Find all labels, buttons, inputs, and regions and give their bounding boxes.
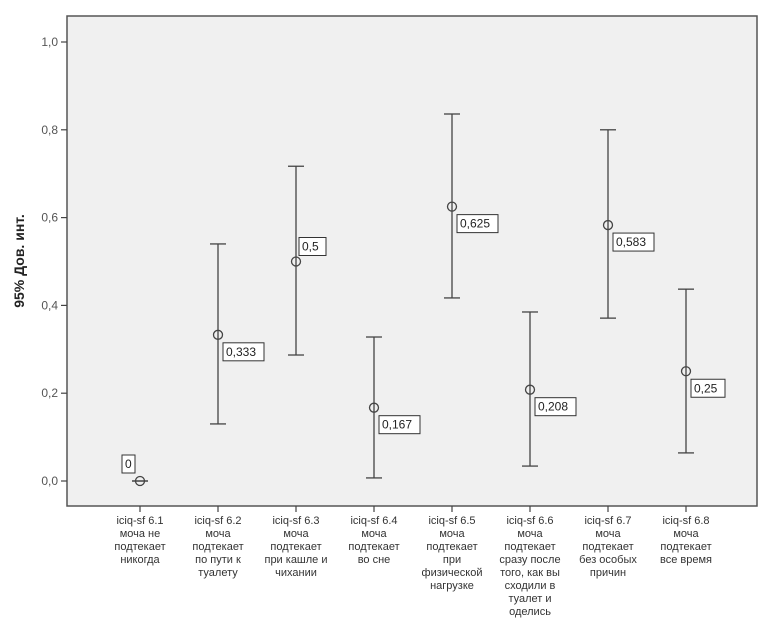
mean-point xyxy=(680,366,692,377)
data-label-box xyxy=(690,378,726,398)
x-tick-label-line: при xyxy=(443,554,461,566)
x-tick-label-line: моча xyxy=(673,528,699,540)
data-label-box xyxy=(534,397,577,417)
data-label: 0,25 xyxy=(694,381,718,395)
data-label-box xyxy=(298,237,327,256)
x-tick-label-line: того, как вы xyxy=(500,567,560,579)
y-axis-label: 95% Дов. инт. xyxy=(11,214,27,308)
x-tick-label-line: моча xyxy=(439,528,465,540)
x-tick-label: iciq-sf 6.5 моча подтекает при физической наг… xyxy=(422,515,483,592)
x-tick-label-line: iciq-sf 6.4 xyxy=(350,515,397,527)
x-tick-label-line: iciq-sf 6.5 xyxy=(428,515,475,527)
x-tick-label-line: по пути к xyxy=(195,554,241,566)
x-tick-label-line: моча xyxy=(595,528,621,540)
x-tick-label-line: iciq-sf 6.1 xyxy=(116,515,163,527)
x-tick-label-line: моча xyxy=(361,528,387,540)
x-tick-label-line: iciq-sf 6.7 xyxy=(584,515,631,527)
data-label: 0 xyxy=(125,457,132,471)
data-label: 0,208 xyxy=(538,400,568,414)
data-label-box xyxy=(456,214,499,234)
x-tick-label: iciq-sf 6.7 моча подтекает без особых причин xyxy=(579,515,637,579)
x-tick-label-line: сразу после xyxy=(499,554,560,566)
x-tick-label-line: оделись xyxy=(509,606,551,618)
mean-point xyxy=(290,256,302,267)
x-tick-label-line: нагрузке xyxy=(430,580,474,592)
x-tick-label-line: моча xyxy=(283,528,309,540)
x-tick-label-line: iciq-sf 6.3 xyxy=(272,515,319,527)
x-tick-label-line: все время xyxy=(660,554,712,566)
x-tick-label: iciq-sf 6.8 моча подтекает все время xyxy=(660,515,712,566)
x-tick-label-line: чихании xyxy=(275,567,317,579)
mean-point xyxy=(212,329,224,340)
x-tick-label-line: подтекает xyxy=(270,541,321,553)
x-tick-label: iciq-sf 6.1 моча не подтекает никогда xyxy=(114,515,165,566)
mean-point xyxy=(446,201,458,212)
x-tick-label-line: туалет и xyxy=(508,593,551,605)
x-tick-label: iciq-sf 6.2 моча подтекает по пути к туалету xyxy=(192,515,243,579)
x-tick-label-line: подтекает xyxy=(660,541,711,553)
x-tick-label-line: туалету xyxy=(198,567,238,579)
data-label-box xyxy=(378,415,421,435)
x-tick-label-line: физической xyxy=(422,567,483,579)
x-tick-label: iciq-sf 6.6 моча подтекает сразу после того,… xyxy=(499,515,560,618)
x-tick-label-line: подтекает xyxy=(504,541,555,553)
data-label-box xyxy=(121,454,136,474)
data-label: 0,167 xyxy=(382,418,412,432)
x-tick-label-line: iciq-sf 6.8 xyxy=(662,515,709,527)
data-label-box xyxy=(612,232,655,252)
mean-point xyxy=(368,402,380,413)
x-tick-label-line: подтекает xyxy=(192,541,243,553)
mean-point xyxy=(602,219,614,231)
y-tick-label: 0,6 xyxy=(41,211,58,225)
x-tick-label-line: никогда xyxy=(120,554,160,566)
x-tick-label-line: моча xyxy=(517,528,543,540)
x-tick-label-line: моча не xyxy=(120,528,161,540)
x-tick-label: iciq-sf 6.3 моча подтекает при кашле и чихан… xyxy=(264,515,327,579)
data-label: 0,583 xyxy=(616,235,646,249)
y-tick-label: 0,2 xyxy=(41,386,58,400)
x-tick-label-line: моча xyxy=(205,528,231,540)
y-tick-label: 0,4 xyxy=(41,298,58,312)
x-tick-label-line: iciq-sf 6.6 xyxy=(506,515,553,527)
x-tick-label: iciq-sf 6.4 моча подтекает во сне xyxy=(348,515,399,566)
x-tick-label-line: во сне xyxy=(358,554,391,566)
mean-point xyxy=(524,384,536,395)
mean-point xyxy=(134,475,146,487)
x-tick-label-line: подтекает xyxy=(426,541,477,553)
x-tick-label-line: iciq-sf 6.2 xyxy=(194,515,241,527)
y-tick-label: 1,0 xyxy=(41,35,58,49)
data-label: 0,5 xyxy=(302,240,319,254)
x-tick-label-line: при кашле и xyxy=(264,554,327,566)
data-label-box xyxy=(222,342,265,362)
x-tick-label-line: без особых xyxy=(579,554,637,566)
data-label: 0,333 xyxy=(226,345,256,359)
x-tick-label-line: причин xyxy=(590,567,626,579)
x-tick-label-line: подтекает xyxy=(114,541,165,553)
x-tick-label-line: сходили в xyxy=(505,580,556,592)
x-tick-label-line: подтекает xyxy=(582,541,633,553)
y-tick-label: 0,0 xyxy=(41,474,58,488)
x-tick-label-line: подтекает xyxy=(348,541,399,553)
data-label: 0,625 xyxy=(460,217,490,231)
y-tick-label: 0,8 xyxy=(41,123,58,137)
